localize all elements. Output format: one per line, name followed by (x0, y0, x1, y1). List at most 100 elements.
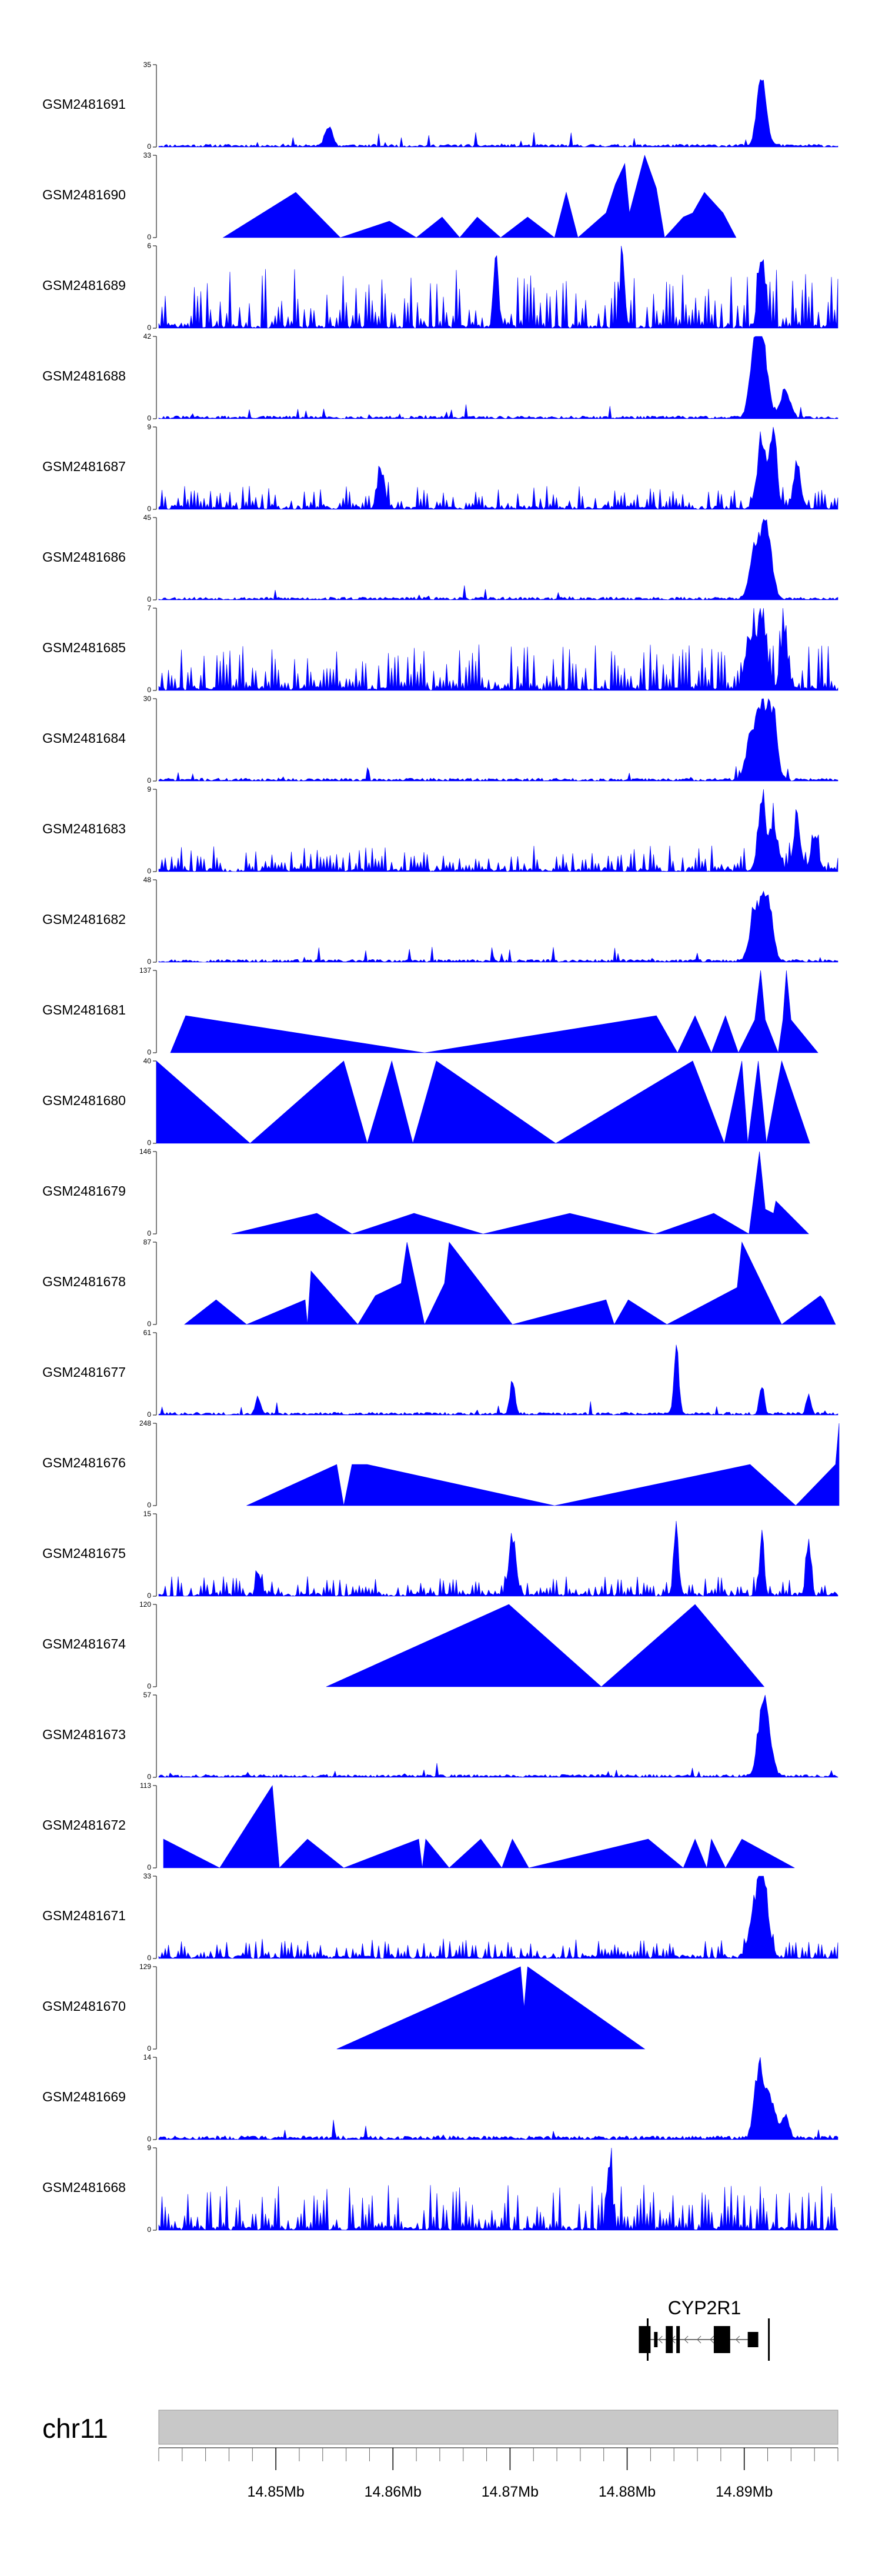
x-tick-label: 14.87Mb (482, 2484, 539, 2500)
y-zero-label: 0 (147, 1773, 151, 1781)
track-label: GSM2481670 (42, 1998, 126, 2014)
y-zero-label: 0 (147, 1501, 151, 1509)
track-label: GSM2481672 (42, 1817, 126, 1833)
y-max-label: 129 (139, 1963, 151, 1971)
track-GSM2481674: GSM2481674 120 0 (42, 1600, 765, 1690)
track-label: GSM2481690 (42, 187, 126, 202)
track-label: GSM2481685 (42, 640, 126, 655)
track-label: GSM2481682 (42, 912, 126, 927)
gene-exon (654, 2332, 658, 2347)
y-zero-label: 0 (147, 1229, 151, 1237)
track-GSM2481678: GSM2481678 87 0 (42, 1238, 836, 1328)
track-GSM2481682: GSM2481682 48 0 (42, 876, 838, 966)
track-label: GSM2481671 (42, 1908, 126, 1923)
track-label: GSM2481681 (42, 1002, 126, 1017)
track-GSM2481690: GSM2481690 33 0 (42, 151, 737, 241)
strand-arrow (710, 2335, 714, 2344)
coverage-area (163, 1785, 795, 1869)
track-label: GSM2481668 (42, 2180, 126, 2195)
y-max-label: 33 (143, 151, 152, 159)
track-GSM2481679: GSM2481679 146 0 (42, 1147, 809, 1237)
y-max-label: 120 (139, 1600, 151, 1609)
coverage-area (158, 608, 838, 691)
y-max-label: 9 (147, 2144, 151, 2152)
y-max-label: 146 (139, 1147, 151, 1156)
y-zero-label: 0 (147, 2225, 151, 2234)
track-GSM2481677: GSM2481677 61 0 (42, 1329, 838, 1419)
gene-exon (713, 2326, 730, 2353)
coverage-area (246, 1423, 840, 1506)
gene-exon (639, 2326, 651, 2353)
y-zero-label: 0 (147, 776, 151, 785)
y-max-label: 30 (143, 695, 152, 703)
coverage-area (158, 1521, 838, 1597)
coverage-area (158, 789, 838, 872)
coverage-area (158, 245, 838, 329)
track-label: GSM2481673 (42, 1727, 126, 1742)
track-GSM2481676: GSM2481676 248 0 (42, 1419, 840, 1509)
x-tick-label: 14.88Mb (599, 2484, 656, 2500)
track-GSM2481672: GSM2481672 113 0 (42, 1781, 795, 1871)
track-label: GSM2481674 (42, 1636, 126, 1651)
track-GSM2481689: GSM2481689 6 0 (42, 242, 838, 332)
track-label: GSM2481675 (42, 1546, 126, 1561)
coverage-area (231, 1151, 809, 1234)
y-max-label: 42 (143, 332, 152, 341)
track-label: GSM2481683 (42, 821, 126, 836)
y-max-label: 7 (147, 604, 151, 612)
chromosome-label: chr11 (42, 2413, 108, 2444)
track-GSM2481671: GSM2481671 33 0 (42, 1872, 838, 1962)
y-max-label: 9 (147, 785, 151, 793)
y-max-label: 87 (143, 1238, 152, 1246)
coverage-area (170, 970, 818, 1054)
y-zero-label: 0 (147, 1139, 151, 1147)
coverage-area (158, 336, 838, 419)
y-zero-label: 0 (147, 505, 151, 513)
coverage-area (336, 1966, 646, 2050)
x-tick-label: 14.89Mb (716, 2484, 773, 2500)
y-max-label: 35 (143, 61, 152, 69)
y-max-label: 61 (143, 1329, 152, 1337)
genomic-axis: 14.85Mb 14.86Mb 14.87Mb 14.88Mb 14.89Mb (158, 2447, 838, 2500)
y-max-label: 113 (140, 1781, 151, 1790)
y-zero-label: 0 (147, 323, 151, 332)
y-zero-label: 0 (147, 867, 151, 875)
gene-track: CYP2R1 (639, 2297, 770, 2361)
track-GSM2481688: GSM2481688 42 0 (42, 332, 838, 422)
track-GSM2481683: GSM2481683 9 0 (42, 785, 838, 875)
y-zero-label: 0 (147, 1048, 151, 1056)
y-max-label: 40 (143, 1057, 152, 1065)
strand-arrow (684, 2335, 689, 2344)
coverage-area (158, 426, 838, 510)
track-GSM2481670: GSM2481670 129 0 (42, 1963, 646, 2053)
coverage-area (158, 519, 838, 600)
x-tick-label: 14.85Mb (247, 2484, 304, 2500)
track-label: GSM2481669 (42, 2089, 126, 2104)
track-label: GSM2481688 (42, 368, 126, 383)
track-GSM2481669: GSM2481669 14 0 (42, 2053, 838, 2143)
track-label: GSM2481691 (42, 96, 126, 112)
coverage-area (326, 1604, 765, 1687)
track-GSM2481685: GSM2481685 7 0 (42, 604, 838, 694)
x-tick-label: 14.86Mb (365, 2484, 422, 2500)
chromosome-band (158, 2410, 838, 2445)
coverage-area (158, 1876, 838, 1960)
strand-arrow (697, 2335, 701, 2344)
coverage-area (183, 1241, 836, 1325)
gene-exon (747, 2332, 759, 2347)
track-label: GSM2481676 (42, 1455, 126, 1470)
y-zero-label: 0 (147, 1591, 151, 1600)
coverage-area (156, 1060, 810, 1144)
track-label: GSM2481689 (42, 278, 126, 293)
track-label: GSM2481677 (42, 1364, 126, 1380)
y-zero-label: 0 (147, 1863, 151, 1871)
y-max-label: 9 (147, 423, 151, 431)
track-label: GSM2481684 (42, 730, 126, 746)
track-GSM2481687: GSM2481687 9 0 (42, 423, 838, 513)
track-GSM2481668: GSM2481668 9 0 (42, 2144, 838, 2234)
y-zero-label: 0 (147, 2135, 151, 2143)
strand-arrow (658, 2335, 663, 2344)
y-max-label: 137 (139, 966, 151, 975)
track-label: GSM2481686 (42, 549, 126, 565)
